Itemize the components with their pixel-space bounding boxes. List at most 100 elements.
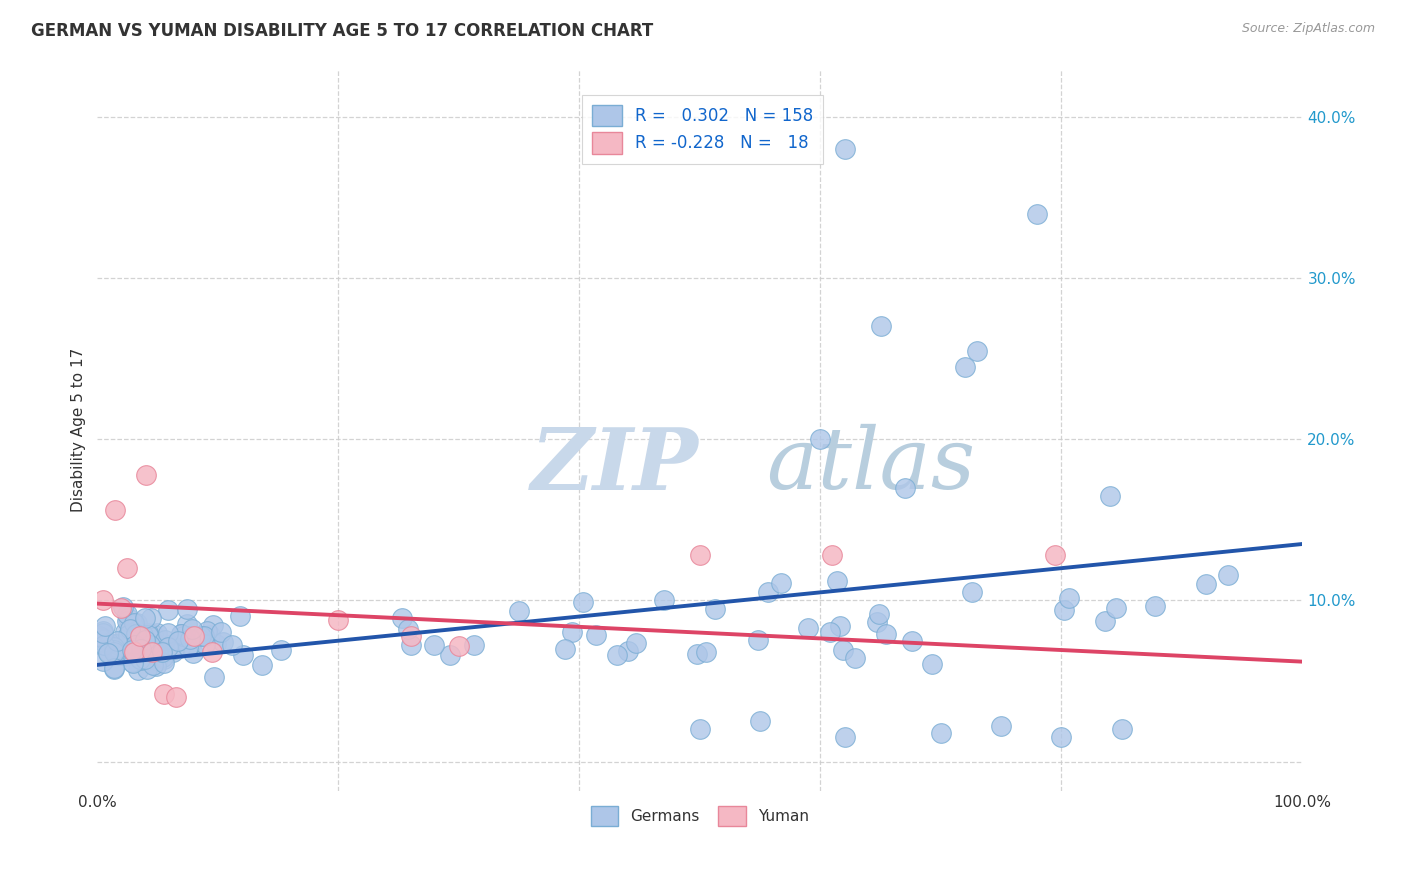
Point [195,624,218,638]
Point [190,629,212,643]
Point [142,627,165,641]
Point [830,618,852,632]
Point [868,607,890,621]
Point [153,633,176,648]
Point [169,632,191,647]
Point [124,627,146,641]
Point [396,623,419,637]
Point [103,640,125,654]
Point [156,602,179,616]
Point [153,657,176,671]
Point [204,637,226,651]
Point [508,604,530,618]
Text: GERMAN VS YUMAN DISABILITY AGE 5 TO 17 CORRELATION CHART: GERMAN VS YUMAN DISABILITY AGE 5 TO 17 C… [31,22,654,40]
Point [115,607,138,621]
Point [193,629,215,643]
Point [606,648,628,662]
Point [132,641,155,656]
Point [894,481,917,495]
Point [115,614,138,628]
Point [1111,723,1133,737]
Point [97,636,120,650]
Point [270,643,292,657]
Point [169,641,191,656]
Point [769,575,792,590]
Point [118,646,141,660]
Point [127,616,149,631]
Point [129,653,152,667]
Point [844,651,866,665]
Point [177,640,200,654]
Point [585,628,607,642]
Point [90,630,112,644]
Point [423,638,446,652]
Point [328,613,350,627]
Point [132,628,155,642]
Point [150,645,173,659]
Point [134,611,156,625]
Point [157,638,180,652]
Point [399,629,422,643]
Point [134,652,156,666]
Point [953,359,976,374]
Point [172,629,194,643]
Point [94,619,117,633]
Point [749,714,772,729]
Point [117,561,139,575]
Point [103,645,125,659]
Point [152,687,174,701]
Point [103,662,125,676]
Point [1144,599,1167,613]
Point [93,632,115,646]
Point [135,467,157,482]
Point [1057,591,1080,605]
Point [875,627,897,641]
Point [901,633,924,648]
Point [391,611,413,625]
Point [818,625,841,640]
Point [142,657,165,672]
Point [104,503,127,517]
Point [176,602,198,616]
Point [447,639,470,653]
Point [135,662,157,676]
Point [104,637,127,651]
Point [1098,489,1121,503]
Point [202,669,225,683]
Point [91,625,114,640]
Point [139,611,162,625]
Point [97,646,120,660]
Point [146,654,169,668]
Point [162,645,184,659]
Point [121,642,143,657]
Point [1050,731,1073,745]
Point [117,611,139,625]
Point [561,625,583,640]
Point [756,585,779,599]
Point [821,549,844,563]
Point [990,719,1012,733]
Point [747,633,769,648]
Point [834,731,856,745]
Point [128,629,150,643]
Point [689,549,711,563]
Point [105,634,128,648]
Point [111,600,134,615]
Point [695,645,717,659]
Point [103,641,125,656]
Point [110,601,132,615]
Point [229,608,252,623]
Point [1045,549,1067,563]
Point [121,655,143,669]
Point [810,432,832,446]
Point [141,645,163,659]
Point [1195,577,1218,591]
Point [1052,603,1074,617]
Point [131,649,153,664]
Point [142,639,165,653]
Point [136,626,159,640]
Point [232,648,254,662]
Point [170,626,193,640]
Point [201,617,224,632]
Point [145,658,167,673]
